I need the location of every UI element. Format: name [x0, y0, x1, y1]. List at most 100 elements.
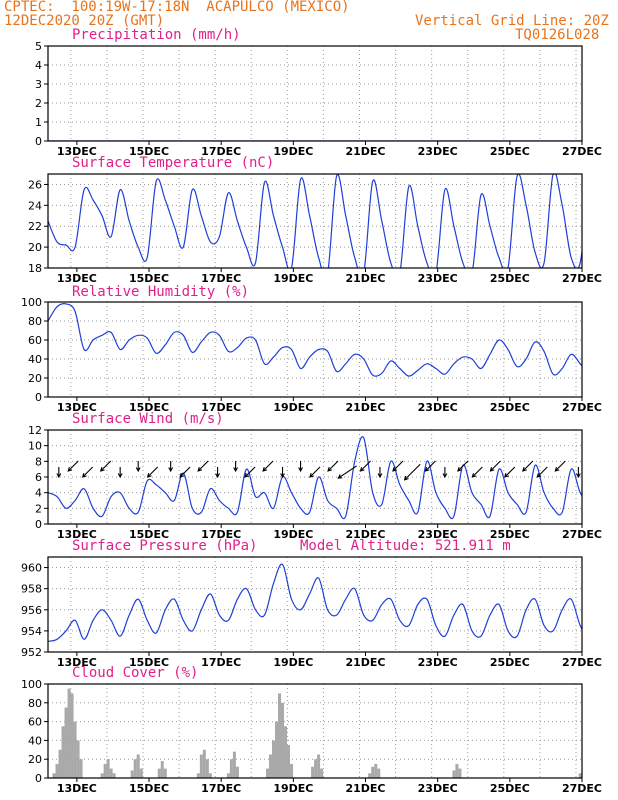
wind-arrow-head [403, 475, 409, 481]
cloud-bar [73, 721, 77, 778]
cloud-bar [455, 763, 459, 778]
rh-xtick-label: 21DEC [345, 401, 385, 414]
cloud-bar [112, 773, 116, 778]
wind-ytick-label: 10 [28, 440, 42, 453]
wind-arrow [504, 466, 516, 478]
pres-frame [47, 556, 583, 653]
pres-ytick-label: 954 [21, 625, 42, 638]
temp-xtick-label: 17DEC [201, 272, 241, 285]
pres-xtick-label: 17DEC [201, 656, 241, 669]
wind-arrow [147, 466, 159, 478]
cloud-bar [109, 768, 113, 778]
temp-ytick-label: 20 [28, 241, 42, 254]
pres-ytick-label: 956 [21, 604, 42, 617]
precip-xtick-label: 27DEC [562, 145, 602, 158]
rh-xtick-label: 27DEC [562, 401, 602, 414]
wind-arrow-head [554, 467, 560, 472]
precip-frame [47, 45, 583, 142]
cloud-bar [61, 726, 65, 778]
cloud-bar [106, 759, 110, 778]
precip-ytick-label: 5 [35, 40, 42, 53]
rh-xtick-label: 19DEC [273, 401, 313, 414]
wind-arrow [197, 460, 209, 472]
cloud-bar [64, 707, 68, 778]
temp-series-line [48, 174, 582, 268]
cloud-bar [371, 766, 375, 778]
wind-arrow [360, 460, 371, 472]
wind-xtick-label: 17DEC [201, 528, 241, 541]
cloud-xtick-label: 23DEC [418, 782, 458, 795]
cloud-bar [70, 693, 74, 778]
cloud-bar [160, 761, 164, 778]
wind-arrow-head [442, 473, 448, 479]
wind-arrow [490, 460, 501, 472]
cloud-bar [163, 768, 167, 778]
cloud-bar [235, 766, 239, 778]
cloud-bar [55, 763, 59, 778]
rh-xtick-label: 17DEC [201, 401, 241, 414]
pres-xtick-label: 27DEC [562, 656, 602, 669]
pres-xtick-label: 25DEC [490, 656, 530, 669]
cloud-ytick-label: 20 [28, 753, 42, 766]
cloud-bar [275, 721, 279, 778]
wind-arrow-head [135, 467, 141, 473]
temp-xtick-label: 15DEC [129, 272, 169, 285]
pres-xtick-label: 21DEC [345, 656, 385, 669]
wind-arrow-head [327, 467, 333, 472]
wind-arrow [522, 460, 534, 472]
precip-xtick-label: 13DEC [57, 145, 97, 158]
title-surface-pressure: Surface Pressure (hPa) [72, 538, 258, 554]
cloud-bar [229, 759, 233, 778]
cloud-bar [100, 773, 104, 778]
wind-arrow-head [67, 467, 73, 472]
precip-ytick-label: 1 [35, 116, 42, 129]
wind-ytick-label: 6 [35, 471, 42, 484]
wind-arrow-head [504, 473, 509, 478]
cloud-bar [232, 751, 236, 778]
wind-frame [47, 429, 583, 525]
precip-xtick-label: 15DEC [129, 145, 169, 158]
cloud-bar [133, 759, 137, 778]
cloud-ytick-label: 0 [35, 772, 42, 785]
title-cloud-cover: Cloud Cover (%) [72, 665, 199, 681]
wind-arrow-head [575, 473, 581, 479]
wind-arrow [536, 466, 548, 478]
wind-arrow [471, 466, 483, 478]
wind-xtick-label: 21DEC [345, 528, 385, 541]
wind-arrow-head [359, 467, 365, 472]
wind-arrow-head [298, 467, 303, 473]
cloud-bar [287, 745, 291, 778]
title-precipitation: Precipitation (mm/h) [72, 27, 241, 43]
precip-xtick-label: 23DEC [418, 145, 458, 158]
wind-arrow [338, 465, 357, 479]
wind-arrow-head [233, 467, 239, 473]
temp-xtick-label: 27DEC [562, 272, 602, 285]
cloud-bar [199, 754, 203, 778]
title-surface-temperature: Surface Temperature (nC) [72, 155, 275, 171]
cloud-bar [311, 766, 315, 778]
cloud-bar [585, 750, 588, 778]
rh-xtick-label: 15DEC [129, 401, 169, 414]
cloud-ytick-label: 40 [28, 734, 42, 747]
wind-xtick-label: 15DEC [129, 528, 169, 541]
rh-frame [47, 301, 583, 398]
wind-arrow-head [168, 467, 174, 473]
cloud-xtick-label: 15DEC [129, 782, 169, 795]
cloud-bar [281, 702, 285, 778]
cloud-bar [268, 754, 273, 778]
cloud-frame [47, 683, 583, 779]
wind-arrow [262, 460, 274, 472]
wind-xtick-label: 25DEC [490, 528, 530, 541]
wind-xtick-label: 27DEC [562, 528, 602, 541]
temp-ytick-label: 22 [28, 220, 42, 233]
rh-xtick-label: 25DEC [490, 401, 530, 414]
cloud-ytick-label: 80 [28, 697, 42, 710]
wind-ytick-label: 8 [35, 455, 42, 468]
header-code: TQ0126L028 [515, 27, 600, 43]
cloud-bar [272, 740, 276, 778]
wind-arrow [100, 460, 112, 472]
temp-frame [47, 173, 583, 269]
cloud-xtick-label: 13DEC [57, 782, 97, 795]
cloud-bar [76, 740, 80, 778]
cloud-xtick-label: 27DEC [562, 782, 602, 795]
